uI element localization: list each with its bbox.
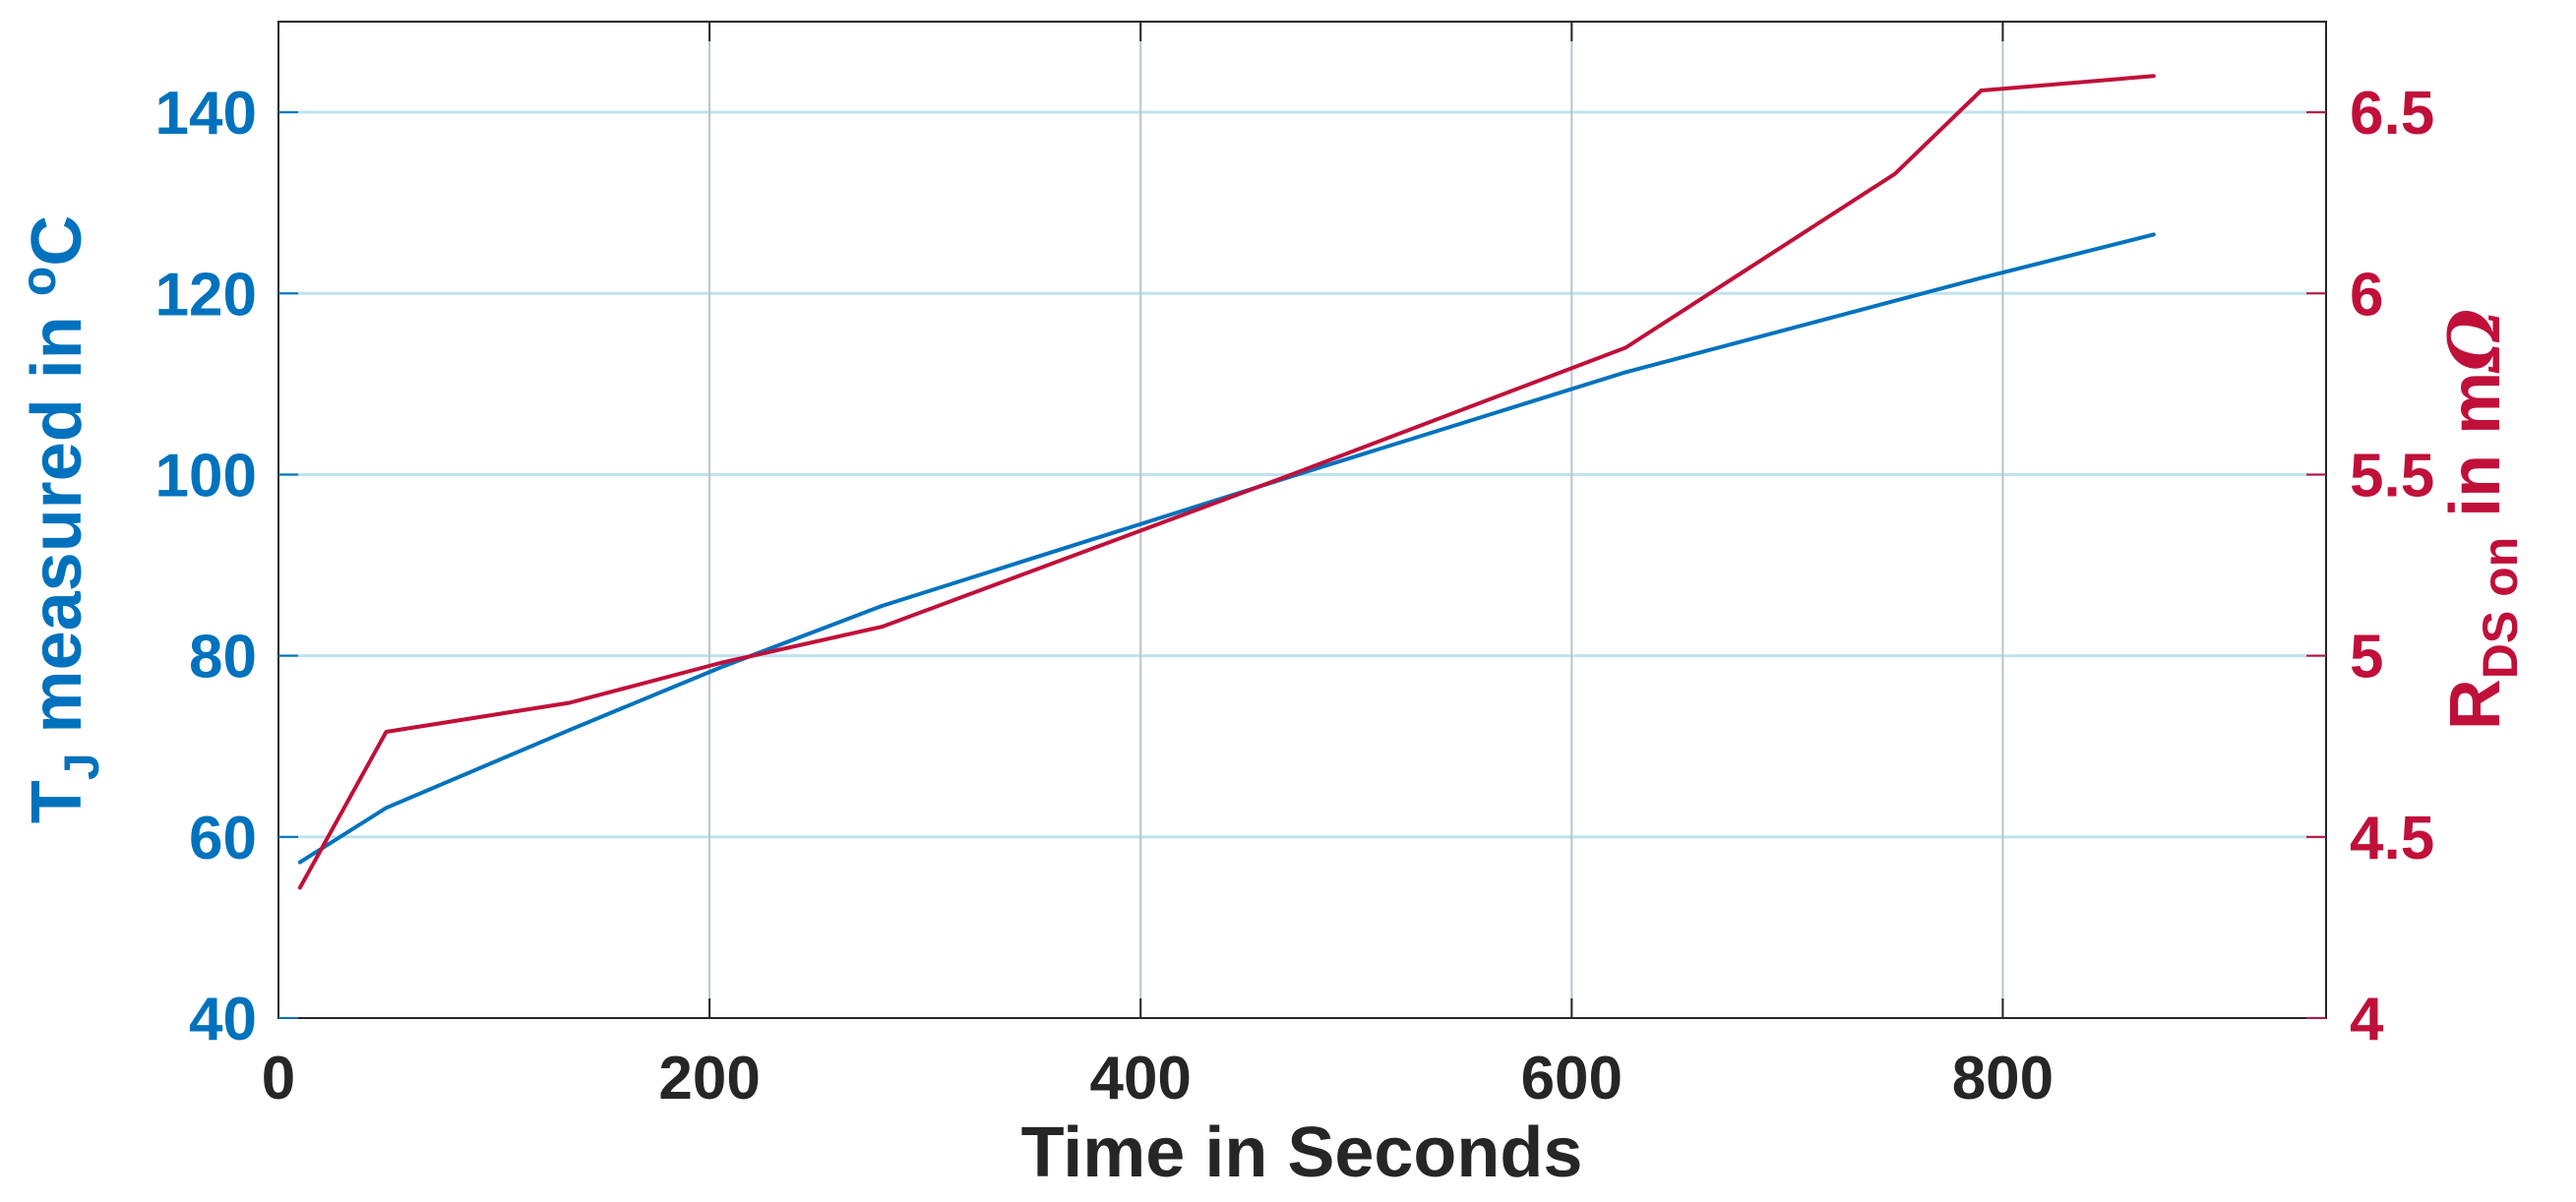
right-y-tick-label: 5.5	[2350, 442, 2434, 510]
left-axis-title-rest: measured in	[18, 296, 96, 752]
right-y-tick-label: 4.5	[2350, 805, 2434, 872]
x-tick-label: 0	[262, 1045, 295, 1112]
right-axis-title-sub: DS on	[2473, 537, 2528, 679]
right-axis-title-main: R	[2436, 679, 2515, 730]
left-y-tick-label: 120	[155, 261, 257, 329]
x-tick-label: 400	[1089, 1045, 1191, 1112]
right-y-tick-label: 5	[2350, 624, 2383, 691]
axis-ticks: 0 200 400 600 800 40 60 80 100 120 140 4 4.5 5 5.5 6 6.5	[155, 22, 2434, 1112]
right-y-tick-label: 6.5	[2350, 80, 2434, 148]
tj-series-line	[297, 232, 2156, 865]
right-y-tick-label: 6	[2350, 261, 2383, 329]
left-y-tick-label: 60	[189, 805, 257, 872]
x-tick-label: 800	[1952, 1045, 2054, 1112]
left-axis-title-main: T	[18, 780, 96, 823]
x-tick-label: 200	[658, 1045, 760, 1112]
data-series	[297, 74, 2156, 890]
left-axis-title-sub: J	[54, 752, 109, 780]
x-axis-title: Time in Seconds	[1021, 1113, 1583, 1192]
left-y-tick-label: 140	[155, 80, 257, 148]
left-y-tick-label: 40	[189, 986, 257, 1053]
right-y-tick-label: 4	[2350, 986, 2384, 1053]
right-axis-title-unit: Ω	[2432, 309, 2516, 374]
plot-frame	[277, 21, 2327, 1019]
left-y-tick-label: 100	[155, 442, 257, 510]
left-axis-title-sup: o	[11, 267, 66, 297]
x-tick-label: 600	[1521, 1045, 1623, 1112]
rdson-series-line	[297, 74, 2156, 890]
left-axis-title-unit: C	[18, 215, 96, 267]
left-y-tick-label: 80	[189, 624, 257, 691]
right-axis-title-rest: in m	[2436, 372, 2515, 537]
right-axis-title: RDS on in mΩ	[2432, 309, 2528, 731]
left-axis-title: TJ measured in oC	[11, 215, 109, 824]
plot-background	[278, 22, 2326, 1018]
